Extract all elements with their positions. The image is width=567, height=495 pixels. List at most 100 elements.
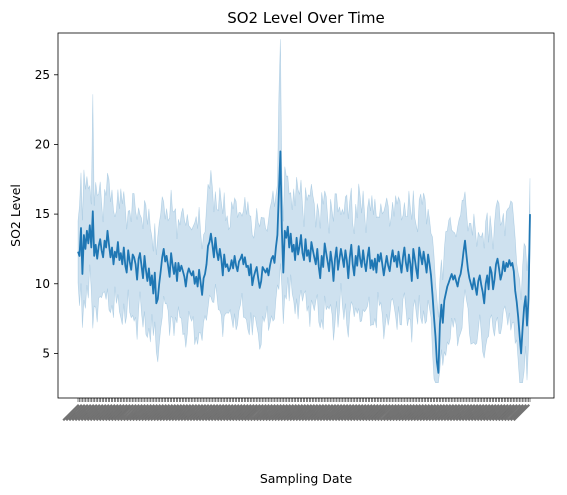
x-tick-label bbox=[80, 404, 98, 422]
x-tick-label bbox=[407, 404, 425, 422]
x-tick-label bbox=[446, 404, 464, 422]
x-tick-label bbox=[228, 404, 246, 422]
x-tick-label bbox=[65, 404, 83, 422]
x-tick-label bbox=[159, 404, 177, 422]
x-tick-label bbox=[113, 404, 131, 422]
x-tick-label bbox=[373, 404, 391, 422]
x-tick-label bbox=[398, 404, 416, 422]
x-tick-label bbox=[422, 404, 440, 422]
x-tick-label bbox=[313, 404, 331, 422]
x-tick-label bbox=[77, 404, 95, 422]
x-tick-label bbox=[337, 404, 355, 422]
x-axis-label: Sampling Date bbox=[260, 471, 353, 486]
x-tick-label bbox=[452, 403, 470, 422]
x-tick-label bbox=[246, 404, 264, 422]
x-tick-label bbox=[352, 404, 370, 422]
x-tick-label bbox=[150, 404, 168, 422]
x-tick-label bbox=[153, 403, 171, 422]
x-tick-label bbox=[470, 404, 488, 422]
x-tick-label bbox=[413, 404, 431, 422]
x-tick-label bbox=[416, 404, 434, 422]
x-tick-label bbox=[461, 404, 479, 422]
x-tick-label bbox=[237, 404, 255, 422]
x-tick-label bbox=[74, 404, 92, 422]
x-tick-label bbox=[404, 403, 422, 422]
x-tick-label bbox=[271, 404, 289, 422]
x-tick-label bbox=[122, 404, 141, 422]
x-tick-label bbox=[258, 403, 277, 422]
x-tick-label bbox=[382, 404, 401, 422]
x-tick-label bbox=[268, 403, 286, 422]
x-tick-label bbox=[144, 404, 162, 422]
x-tick-label bbox=[107, 404, 125, 422]
axes-frame bbox=[57, 32, 555, 399]
y-tick-label: 15 bbox=[35, 207, 50, 221]
x-tick-label bbox=[249, 404, 268, 422]
x-tick-label bbox=[479, 404, 497, 422]
x-ticks bbox=[62, 398, 531, 422]
x-tick-label bbox=[500, 404, 518, 422]
x-tick-label bbox=[370, 404, 388, 422]
x-tick-label bbox=[358, 404, 376, 422]
x-tick-label bbox=[361, 404, 379, 422]
x-tick-label bbox=[68, 403, 86, 422]
x-tick-label bbox=[138, 403, 156, 422]
x-tick-label bbox=[410, 404, 428, 422]
x-tick-label bbox=[322, 404, 340, 422]
x-tick-label bbox=[455, 404, 473, 422]
x-tick-label bbox=[243, 404, 261, 422]
x-tick-label bbox=[476, 404, 494, 422]
x-tick-label bbox=[385, 404, 404, 422]
x-tick-label bbox=[192, 404, 210, 422]
x-tick-label bbox=[367, 404, 385, 422]
x-tick-label bbox=[401, 404, 419, 422]
x-tick-label bbox=[119, 403, 138, 422]
x-tick-label bbox=[482, 404, 500, 422]
x-tick-label bbox=[458, 404, 476, 422]
x-tick-label bbox=[101, 403, 119, 422]
x-tick-label bbox=[428, 404, 446, 422]
x-tick-label bbox=[440, 404, 458, 422]
x-tick-label bbox=[292, 403, 310, 422]
x-tick-label bbox=[204, 403, 222, 422]
x-tick-label bbox=[83, 404, 101, 422]
x-tick-label bbox=[449, 404, 467, 422]
x-tick-label bbox=[62, 403, 80, 422]
x-tick-label bbox=[331, 403, 349, 422]
x-tick-label bbox=[265, 404, 283, 422]
x-tick-label bbox=[135, 404, 153, 422]
x-tick-label bbox=[125, 404, 144, 422]
x-tick-label bbox=[295, 404, 313, 422]
x-tick-label bbox=[92, 404, 110, 422]
x-tick-label bbox=[216, 404, 234, 422]
x-tick-label bbox=[98, 404, 116, 422]
x-tick-label bbox=[195, 403, 213, 422]
x-tick-label bbox=[234, 404, 252, 422]
x-tick-label bbox=[310, 403, 328, 422]
y-axis-label: SO2 Level bbox=[8, 184, 23, 247]
y-tick-label: 25 bbox=[35, 68, 50, 82]
x-tick-label bbox=[307, 404, 325, 422]
x-tick-label bbox=[364, 404, 382, 422]
x-tick-label bbox=[509, 404, 528, 422]
x-tick-label bbox=[485, 404, 503, 422]
x-tick-label bbox=[512, 404, 531, 422]
x-tick-label bbox=[252, 404, 271, 422]
x-tick-label bbox=[316, 403, 334, 422]
x-tick-label bbox=[116, 404, 134, 422]
x-tick-label bbox=[86, 403, 104, 422]
x-tick-label bbox=[467, 404, 485, 422]
y-tick-label: 5 bbox=[42, 346, 50, 360]
y-ticks: 5 10 15 20 25 bbox=[35, 68, 58, 360]
x-tick-label bbox=[497, 403, 515, 422]
x-tick-label bbox=[376, 404, 394, 422]
x-tick-label bbox=[201, 404, 219, 422]
x-tick-label bbox=[210, 404, 228, 422]
x-tick-label bbox=[473, 404, 491, 422]
x-tick-label bbox=[328, 403, 346, 422]
x-tick-label bbox=[343, 404, 361, 422]
x-tick-label bbox=[503, 403, 521, 422]
chart-title: SO2 Level Over Time bbox=[227, 9, 385, 27]
series-line-layer bbox=[77, 150, 531, 374]
x-tick-label bbox=[222, 404, 240, 422]
